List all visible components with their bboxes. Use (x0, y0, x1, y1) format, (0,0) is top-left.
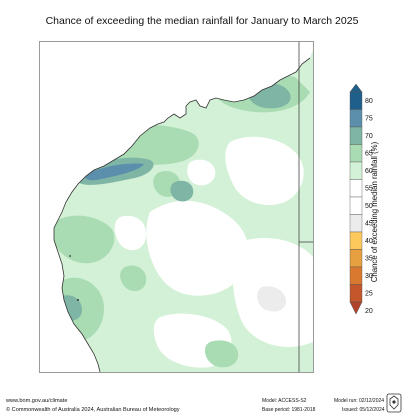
colorbar-tick-80: 80 (365, 98, 373, 105)
colorbar-bin-65-70 (349, 126, 363, 145)
footer-model-run: Model run: 02/12/2024 (334, 398, 385, 404)
colorbar-tick-60: 60 (365, 168, 373, 175)
colorbar-bin-25-30 (349, 266, 363, 285)
colorbar-svg: 80 75 70 65 60 55 50 45 40 35 30 25 20 (349, 84, 373, 315)
region-white-patch-1 (187, 159, 216, 186)
colorbar-tick-20: 20 (365, 308, 373, 315)
region-white-north (225, 136, 304, 206)
colorbar: 80 75 70 65 60 55 50 45 40 35 30 25 20 (344, 84, 404, 336)
footer-model: Model: ACCESS-S2 (262, 398, 307, 404)
region-65-70-patch (170, 180, 194, 202)
region-60-65-patch-3 (204, 340, 239, 368)
colorbar-bin-50-55 (349, 179, 363, 198)
colorbar-bin-35-40 (349, 231, 363, 250)
region-white-central (146, 200, 249, 296)
colorbar-bin-20-25 (349, 284, 363, 303)
colorbar-tick-75: 75 (365, 116, 373, 123)
island-2 (69, 255, 71, 257)
colorbar-top-arrow (349, 84, 363, 93)
region-white-patch-2 (114, 215, 147, 251)
colorbar-label: Chance of exceeding median rainfall (%) (370, 141, 379, 283)
colorbar-tick-40: 40 (365, 238, 373, 245)
colorbar-bin-75-80 (349, 91, 363, 110)
probability-fill (54, 50, 313, 372)
colorbar-tick-30: 30 (365, 273, 373, 280)
colorbar-ticks: 80 75 70 65 60 55 50 45 40 35 30 25 20 (365, 98, 373, 315)
region-70-75-coast (84, 163, 144, 181)
colorbar-bin-40-45 (349, 214, 363, 233)
colorbar-tick-50: 50 (365, 203, 373, 210)
region-grey-patch (257, 286, 287, 312)
footer-issued: Issued: 05/12/2024 (342, 407, 385, 413)
colorbar-bin-45-50 (349, 196, 363, 215)
colorbar-tick-65: 65 (365, 151, 373, 158)
colorbar-tick-25: 25 (365, 291, 373, 298)
island-1 (77, 299, 79, 301)
colorbar-bin-55-60 (349, 161, 363, 180)
region-60-65-patch-2 (120, 265, 147, 292)
colorbar-bin-30-35 (349, 249, 363, 268)
region-60-65-west (54, 215, 115, 264)
colorbar-bin-70-75 (349, 109, 363, 128)
colorbar-tick-45: 45 (365, 221, 373, 228)
coastline (53, 57, 311, 372)
map-title: Chance of exceeding the median rainfall … (45, 15, 359, 27)
map-panel (39, 41, 314, 373)
footer-copyright: © Commonwealth of Australia 2024, Austra… (6, 407, 180, 413)
wa-map (53, 42, 313, 372)
footer-website[interactable]: www.bom.gov.au/climate (6, 398, 68, 404)
colorbar-tick-35: 35 (365, 256, 373, 263)
colorbar-bottom-arrow (349, 301, 363, 315)
colorbar-bin-60-65 (349, 144, 363, 163)
colorbar-tick-70: 70 (365, 133, 373, 140)
colorbar-tick-55: 55 (365, 186, 373, 193)
footer-base-period: Base period: 1981-2018 (262, 407, 316, 413)
bom-crest-logo (386, 393, 402, 413)
